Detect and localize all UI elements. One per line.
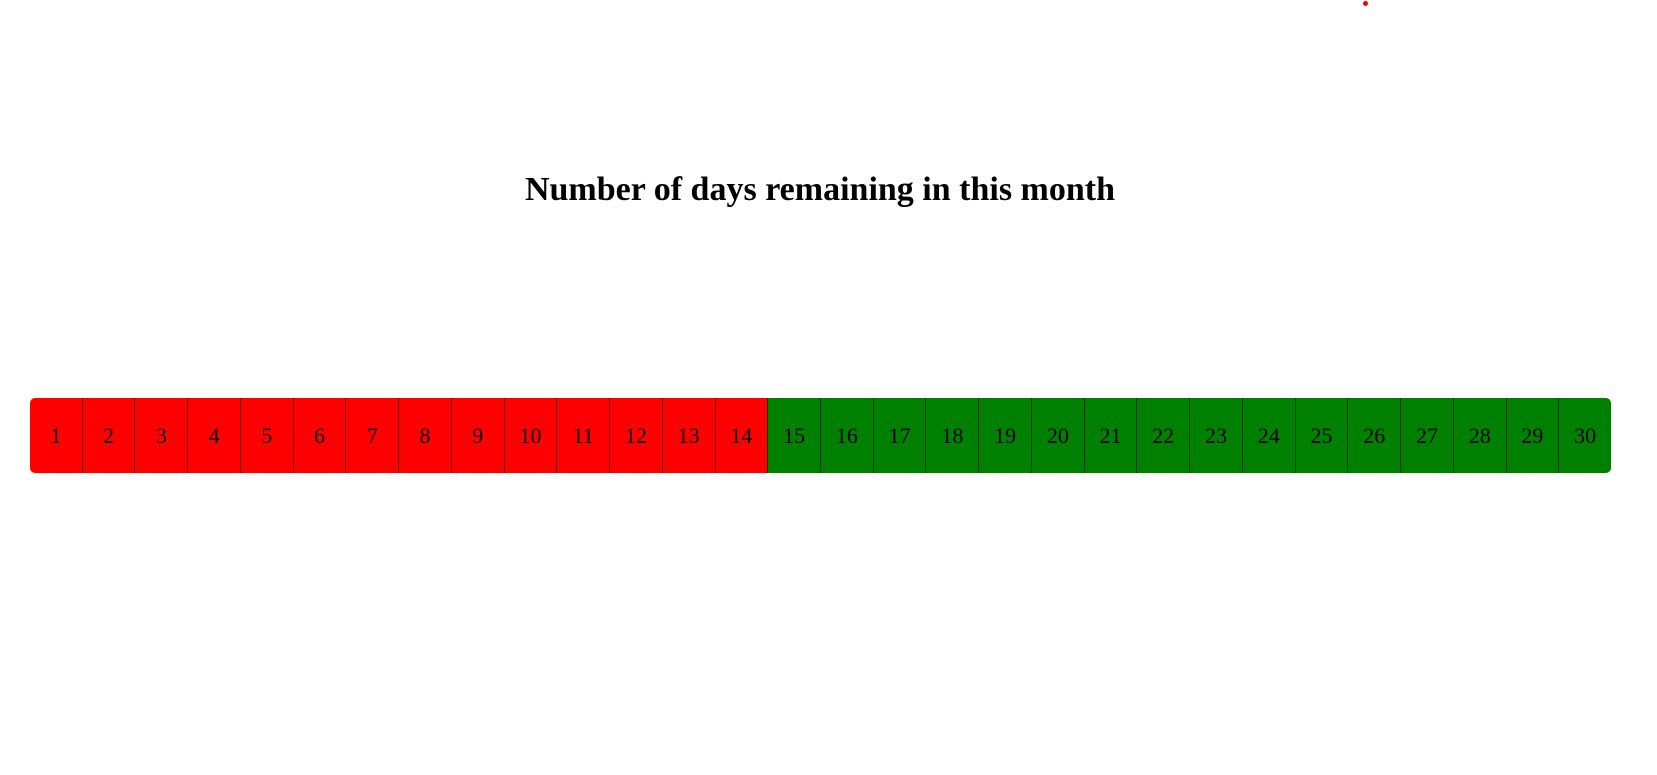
day-cell-13: 13 [661, 398, 715, 473]
day-cell-27: 27 [1400, 398, 1453, 473]
day-cell-26: 26 [1347, 398, 1401, 473]
day-cell-1: 1 [30, 398, 82, 473]
day-cell-10: 10 [503, 398, 557, 473]
day-cell-24: 24 [1241, 398, 1295, 473]
day-cell-11: 11 [556, 398, 610, 473]
day-cell-16: 16 [820, 398, 873, 473]
day-cell-5: 5 [239, 398, 293, 473]
day-cell-28: 28 [1452, 398, 1506, 473]
day-cell-17: 17 [872, 398, 926, 473]
day-cell-14: 14 [714, 398, 768, 473]
day-cell-29: 29 [1505, 398, 1559, 473]
days-bar: 1 2 3 4 5 6 7 8 9 10 11 12 13 14 15 16 17 18 19 20 21 22 23 24 2… [30, 398, 1611, 473]
day-cell-7: 7 [345, 398, 399, 473]
day-cell-2: 2 [81, 398, 135, 473]
day-cell-18: 18 [925, 398, 979, 473]
day-cell-22: 22 [1136, 398, 1190, 473]
day-cell-6: 6 [292, 398, 346, 473]
day-cell-15: 15 [767, 398, 821, 473]
red-dot-marker [1363, 1, 1368, 6]
day-cell-19: 19 [978, 398, 1031, 473]
day-cell-20: 20 [1030, 398, 1084, 473]
day-cell-21: 21 [1083, 398, 1137, 473]
day-cell-9: 9 [450, 398, 504, 473]
day-cell-23: 23 [1189, 398, 1242, 473]
day-cell-12: 12 [609, 398, 662, 473]
day-cell-8: 8 [398, 398, 451, 473]
day-cell-3: 3 [134, 398, 188, 473]
day-cell-4: 4 [187, 398, 240, 473]
page-title: Number of days remaining in this month [524, 171, 1116, 208]
day-cell-25: 25 [1294, 398, 1348, 473]
day-cell-30: 30 [1558, 398, 1611, 473]
